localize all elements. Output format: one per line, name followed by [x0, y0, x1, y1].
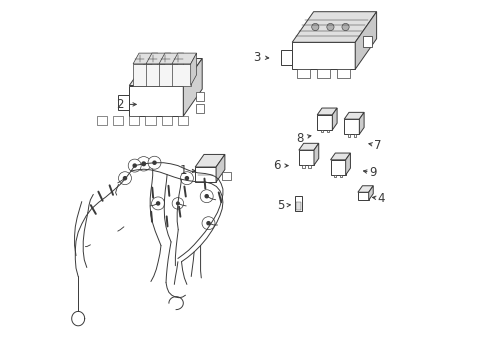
Polygon shape [216, 154, 224, 182]
Bar [307, 165, 310, 167]
Circle shape [148, 156, 161, 169]
Circle shape [172, 198, 183, 209]
Circle shape [141, 161, 146, 166]
Polygon shape [359, 112, 364, 134]
Bar [295, 202, 301, 210]
Polygon shape [344, 112, 364, 119]
Polygon shape [292, 12, 376, 42]
Polygon shape [190, 53, 196, 85]
Polygon shape [164, 53, 170, 85]
Bar [97, 116, 107, 125]
Bar [281, 50, 292, 65]
Bar [145, 116, 155, 125]
Circle shape [118, 172, 131, 185]
Bar [162, 116, 171, 125]
Bar [339, 175, 342, 177]
Bar [118, 95, 129, 110]
Polygon shape [332, 108, 336, 130]
Bar [353, 134, 355, 136]
Circle shape [311, 23, 318, 31]
Polygon shape [133, 53, 158, 64]
Polygon shape [357, 186, 372, 192]
Bar [302, 165, 304, 167]
Circle shape [206, 221, 210, 225]
Circle shape [204, 194, 208, 198]
Bar [347, 134, 349, 136]
Text: 3: 3 [253, 51, 260, 64]
Polygon shape [292, 42, 354, 69]
Bar [196, 104, 203, 113]
Polygon shape [129, 59, 202, 85]
Circle shape [152, 161, 157, 165]
Polygon shape [129, 85, 183, 116]
Bar [222, 172, 231, 180]
Bar [196, 92, 203, 101]
Text: 4: 4 [377, 192, 384, 204]
Polygon shape [177, 53, 183, 85]
Polygon shape [183, 59, 202, 116]
Circle shape [326, 23, 333, 31]
Circle shape [122, 176, 127, 180]
Bar [129, 116, 139, 125]
Bar [113, 116, 123, 125]
Circle shape [341, 23, 348, 31]
Bar [294, 196, 302, 211]
Polygon shape [330, 160, 345, 175]
Text: 2: 2 [116, 98, 124, 111]
Polygon shape [317, 115, 332, 130]
Polygon shape [330, 153, 350, 160]
Polygon shape [345, 153, 350, 175]
Polygon shape [368, 186, 372, 200]
Polygon shape [344, 119, 359, 134]
Text: 8: 8 [296, 132, 304, 145]
Circle shape [151, 197, 164, 210]
Polygon shape [146, 53, 170, 64]
Polygon shape [133, 64, 151, 85]
Text: 5: 5 [276, 199, 284, 212]
Circle shape [202, 217, 215, 230]
Circle shape [136, 157, 151, 171]
Polygon shape [195, 154, 224, 167]
Bar [320, 130, 322, 132]
Polygon shape [146, 64, 164, 85]
Polygon shape [195, 167, 216, 182]
Circle shape [132, 163, 137, 168]
Circle shape [180, 172, 193, 185]
Polygon shape [313, 143, 318, 165]
Bar [363, 36, 372, 46]
Polygon shape [151, 53, 158, 85]
Polygon shape [172, 53, 196, 64]
Text: 1: 1 [179, 165, 187, 177]
Bar [297, 69, 310, 78]
Bar [333, 175, 336, 177]
Polygon shape [317, 108, 336, 115]
Polygon shape [357, 192, 368, 200]
Polygon shape [354, 12, 376, 69]
Text: 6: 6 [273, 159, 280, 172]
Polygon shape [159, 53, 183, 64]
Bar [178, 116, 187, 125]
Bar [336, 69, 349, 78]
Bar [317, 69, 329, 78]
Circle shape [156, 201, 160, 206]
Circle shape [176, 201, 180, 206]
Polygon shape [298, 150, 313, 165]
Circle shape [200, 190, 213, 203]
Polygon shape [298, 143, 318, 150]
Bar [326, 130, 328, 132]
Circle shape [128, 159, 141, 172]
Circle shape [184, 176, 189, 180]
Polygon shape [159, 64, 177, 85]
Text: 7: 7 [373, 139, 381, 152]
Text: 9: 9 [369, 166, 376, 179]
Polygon shape [172, 64, 190, 85]
